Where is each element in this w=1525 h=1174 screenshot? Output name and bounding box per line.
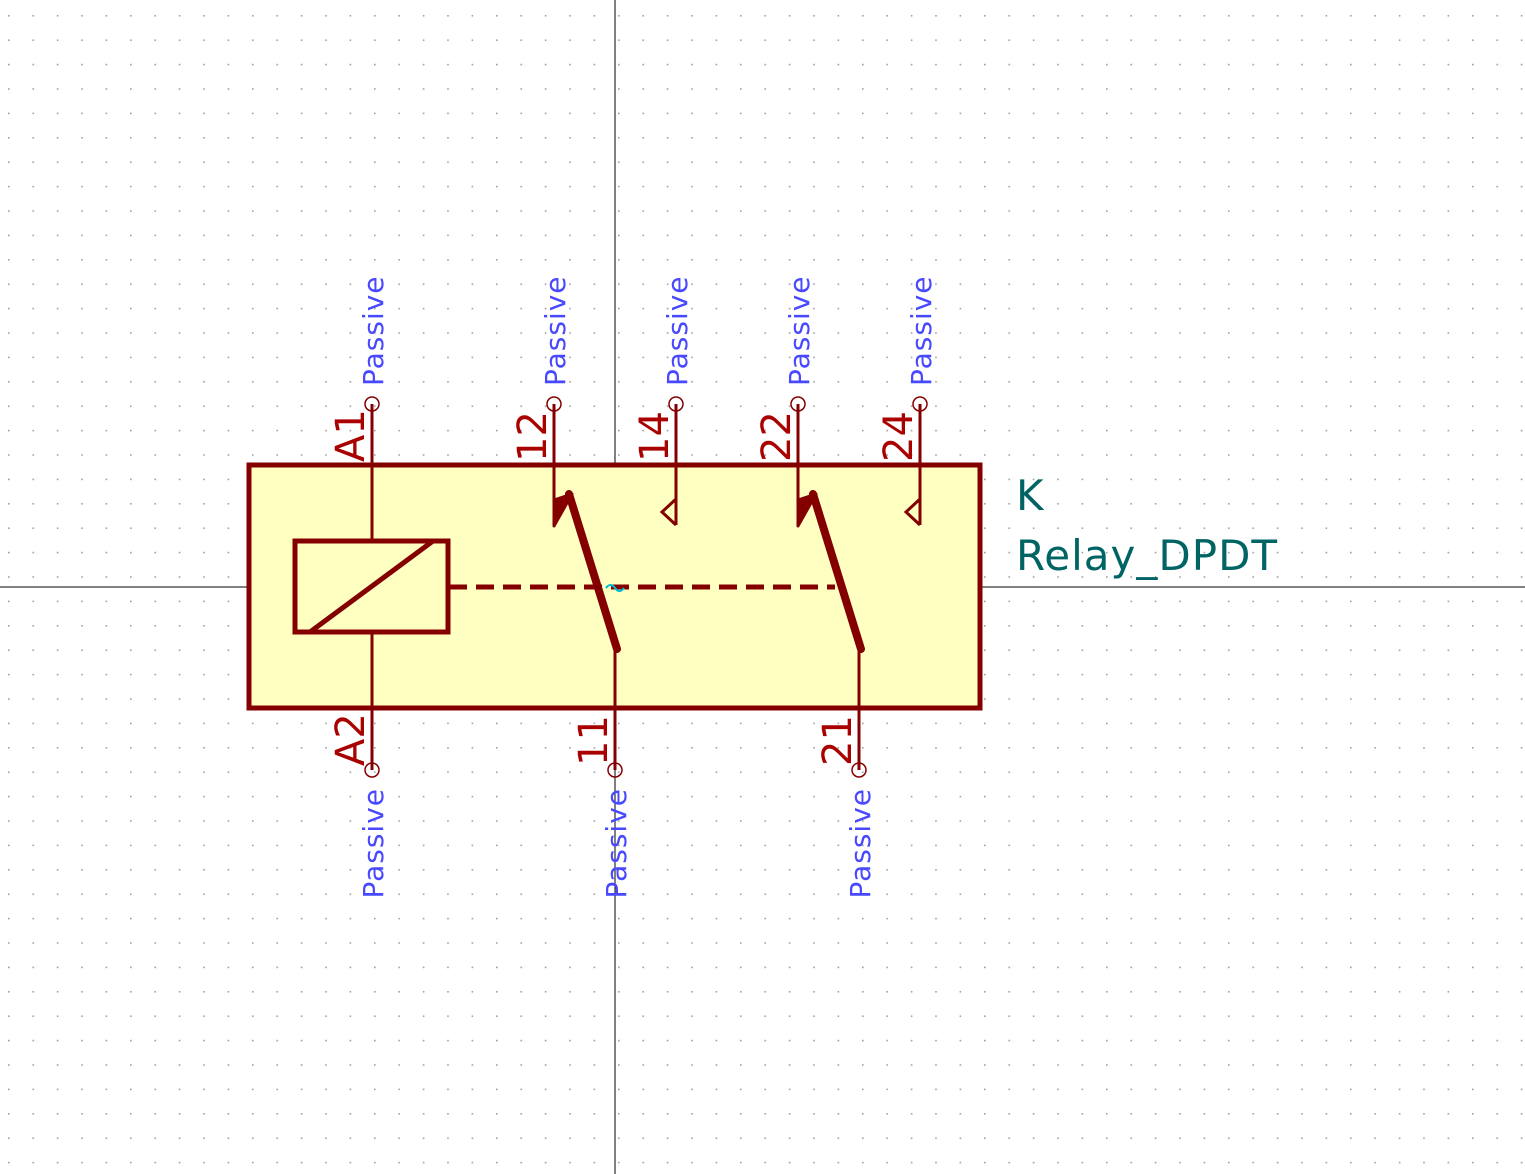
- pin-type-22: Passive: [783, 275, 816, 386]
- pin-number-a1: A1: [328, 409, 374, 462]
- contact-switch-1: [552, 404, 678, 770]
- symbol-anchor-icon: [605, 584, 625, 592]
- pin-type-24: Passive: [905, 275, 938, 386]
- pin-end-12[interactable]: [546, 396, 562, 412]
- pin-number-14: 14: [632, 411, 678, 462]
- pin-number-24: 24: [876, 411, 922, 462]
- pin-number-21: 21: [815, 715, 861, 766]
- pin-type-11: Passive: [600, 788, 633, 899]
- pin-type-12: Passive: [539, 275, 572, 386]
- relay-symbol[interactable]: A1 12 14 22 24 A2 11 21 Passive Passive …: [246, 275, 1278, 899]
- pin-end-22[interactable]: [790, 396, 806, 412]
- pin-number-12: 12: [510, 411, 556, 462]
- pin-end-a1[interactable]: [364, 396, 380, 412]
- pin-end-21[interactable]: [851, 762, 867, 778]
- contact-switch-2: [796, 404, 922, 770]
- value-field[interactable]: Relay_DPDT: [1016, 531, 1278, 580]
- pin-type-a2: Passive: [357, 788, 390, 899]
- reference-field[interactable]: K: [1016, 471, 1045, 520]
- coil: [292, 404, 451, 770]
- pin-type-14: Passive: [661, 275, 694, 386]
- pin-end-24[interactable]: [912, 396, 928, 412]
- pin-number-a2: A2: [328, 713, 374, 766]
- pin-type-a1: Passive: [357, 275, 390, 386]
- pin-number-22: 22: [754, 411, 800, 462]
- pin-type-21: Passive: [844, 788, 877, 899]
- pin-end-11[interactable]: [607, 762, 623, 778]
- pin-number-11: 11: [571, 715, 617, 766]
- pin-end-14[interactable]: [668, 396, 684, 412]
- pin-end-a2[interactable]: [364, 762, 380, 778]
